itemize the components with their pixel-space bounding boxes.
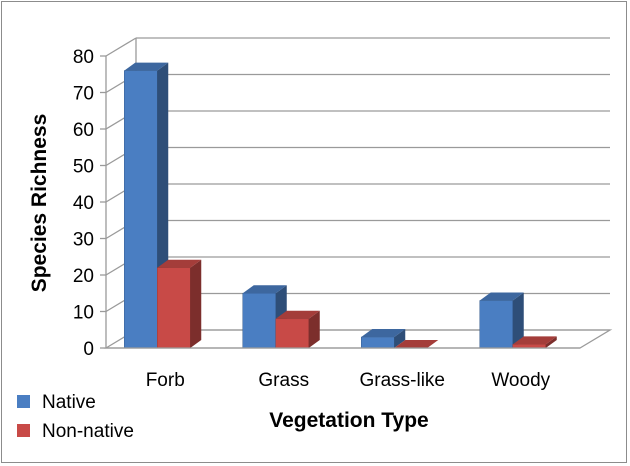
bar-top	[242, 285, 287, 294]
bar-front	[124, 70, 158, 349]
legend-swatch	[17, 424, 30, 437]
legend-label: Non-native	[42, 421, 134, 442]
bar-top	[124, 62, 169, 71]
bar	[124, 62, 169, 349]
bar-side	[394, 329, 406, 348]
bar-front	[242, 293, 276, 349]
bar-top	[361, 329, 406, 338]
y-tick-label: 30	[73, 230, 94, 251]
x-tick-label: Grass	[258, 370, 309, 391]
bar-side	[190, 259, 202, 348]
bar-front	[157, 267, 191, 349]
bar-front	[361, 336, 395, 349]
y-tick-label: 80	[73, 47, 94, 68]
bar-side	[308, 310, 320, 348]
x-tick-label: Forb	[146, 370, 185, 391]
y-tick-label: 10	[73, 303, 94, 324]
bar-side	[512, 292, 524, 348]
bar-top	[479, 292, 524, 301]
bar-top	[394, 340, 439, 348]
legend-label: Native	[42, 392, 96, 413]
axis-layer: 0 10 20 30 40 50 60 70 80 Forb Grass Grass-like Wood…	[73, 47, 580, 391]
bar	[479, 292, 524, 349]
bar-top	[512, 336, 557, 345]
bar	[275, 310, 320, 349]
legend-swatch	[17, 395, 30, 408]
bar-front	[275, 318, 309, 349]
y-tick-label: 60	[73, 120, 94, 141]
y-tick-label: 40	[73, 193, 94, 214]
bar-side	[545, 336, 557, 348]
y-tick-label: 70	[73, 84, 94, 105]
bar-top	[275, 310, 320, 319]
bars-layer	[124, 62, 557, 349]
bar	[512, 336, 557, 349]
x-axis-title: Vegetation Type	[269, 409, 428, 432]
y-tick-label: 0	[83, 339, 94, 360]
bar-front	[479, 300, 513, 349]
bar-top	[157, 259, 202, 268]
gridline-diagonal	[105, 37, 137, 57]
y-tick-label: 20	[73, 266, 94, 287]
y-tick-label: 50	[73, 157, 94, 178]
bar	[157, 259, 202, 349]
x-tick-label: Grass-like	[359, 370, 445, 391]
x-tick-label: Woody	[491, 370, 550, 391]
bar	[361, 329, 406, 349]
legend: Native Non-native	[17, 392, 134, 442]
bar	[394, 340, 439, 348]
y-axis-title: Species Richness	[28, 114, 51, 293]
